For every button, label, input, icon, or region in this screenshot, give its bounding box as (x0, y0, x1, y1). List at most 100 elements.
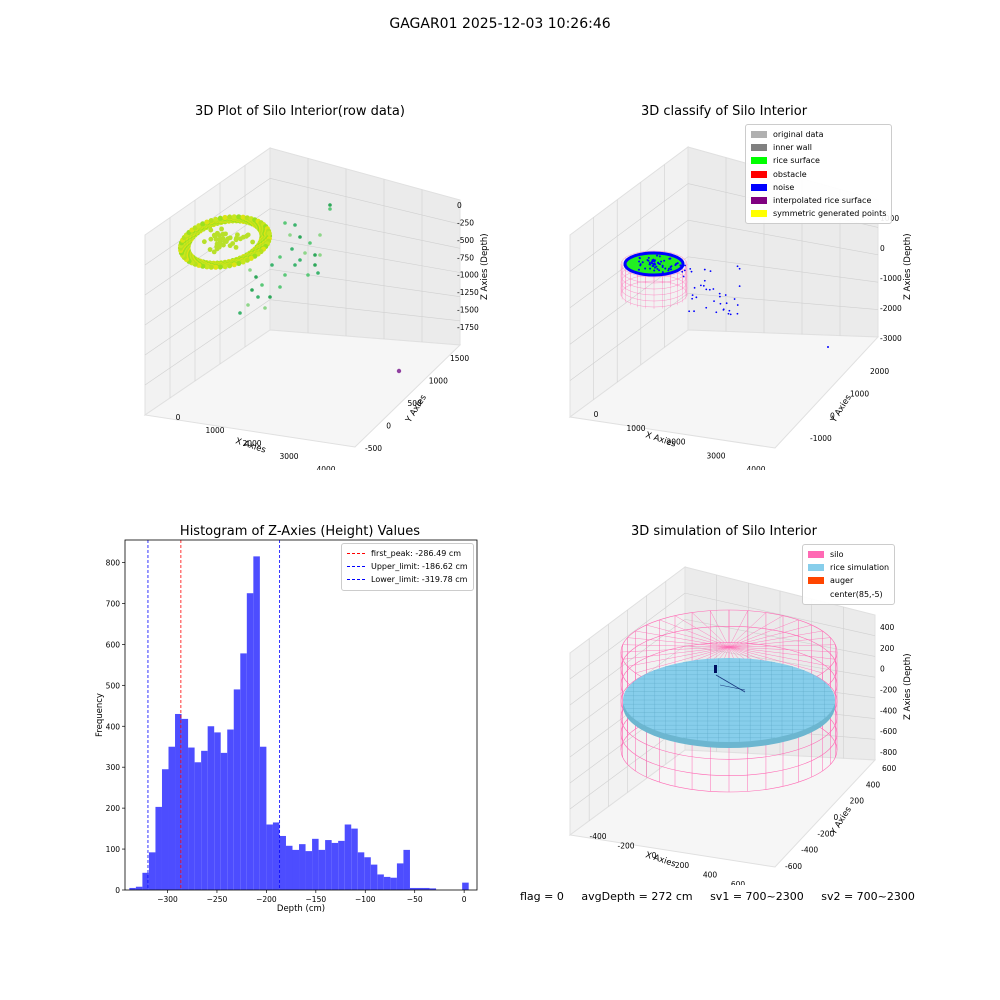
histogram-xtick-3: −150 (306, 895, 327, 904)
histogram-xtick-5: −50 (407, 895, 423, 904)
panel1-ztick-5: -1250 (457, 288, 479, 297)
histogram-bar (409, 887, 417, 890)
legend-swatch (751, 157, 767, 165)
panel2-xtick-4: 4000 (746, 465, 765, 470)
histogram-legend: first_peak: -286.49 cm Upper_limit: -186.… (341, 543, 474, 591)
histogram-bar (220, 752, 228, 890)
status-sv1: sv1 = 700~2300 (710, 890, 804, 903)
histogram-bar (246, 593, 254, 890)
legend-swatch (751, 210, 767, 218)
histogram-bar (305, 851, 313, 890)
histogram-bar (272, 822, 280, 890)
histogram-ytick-2: 200 (106, 804, 121, 813)
histogram-y-ticks: 0 100 200 300 400 500 600 700 800 (106, 559, 125, 895)
panel4-xlabel: X Axies (644, 850, 677, 869)
panel2-legend-item: inner wall (751, 141, 886, 154)
histogram-xtick-0: −300 (157, 895, 178, 904)
legend-label: obstacle (773, 169, 807, 179)
histogram-bar (351, 828, 358, 890)
histogram-bar (383, 876, 391, 890)
histogram-bar (357, 852, 365, 890)
legend-label: silo (830, 550, 844, 560)
legend-label: rice simulation (830, 563, 890, 573)
rice-simulation-surface (623, 658, 835, 748)
histogram-bar (429, 888, 437, 890)
panel2-point-cloud (620, 250, 829, 348)
panel1-y-ticks: -500 0 500 1000 1500 (365, 354, 469, 453)
panel4-ytick-5: 400 (866, 780, 881, 789)
panel2-legend-item: original data (751, 128, 886, 141)
panel2-ztick-4: -3000 (880, 334, 902, 343)
panel1-xtick-4: 4000 (316, 465, 335, 470)
histogram-frame (124, 539, 478, 891)
histogram-threshold-lines (147, 540, 281, 890)
histogram-ytick-3: 300 (106, 763, 121, 772)
panel2-ztick-1: 0 (880, 244, 885, 253)
legend-line-sample (347, 566, 365, 568)
legend-label: auger (830, 576, 854, 586)
panel2-ztick-2: -1000 (880, 274, 902, 283)
panel2-legend-item: obstacle (751, 168, 886, 181)
histogram-bar (142, 872, 149, 890)
panel4-legend-item: rice simulation (808, 561, 889, 574)
histogram-bar (312, 838, 319, 890)
histogram-bar (161, 769, 169, 890)
panel4-x-ticks: -400 -200 0 200 400 600 (589, 832, 745, 885)
panel1-ztick-7: -1750 (457, 323, 479, 332)
legend-line-sample (347, 579, 365, 581)
panel4-ztick-1: 200 (880, 644, 895, 653)
legend-label: inner wall (773, 143, 813, 153)
panel1-ytick-3: 1000 (429, 377, 448, 386)
histogram-xtick-4: −100 (355, 895, 376, 904)
panel1-ytick-2: 500 (408, 399, 423, 408)
histogram-bar (240, 653, 247, 890)
panel4-ytick-2: -200 (817, 829, 834, 838)
histogram-x-ticks: −300 −250 −200 −150 −100 −50 0 (157, 890, 467, 904)
histogram-bar (214, 732, 221, 890)
panel1-ytick-1: 0 (386, 422, 391, 431)
panel4-ylabel: Y Axies (829, 805, 855, 838)
histogram-legend-item: first_peak: -286.49 cm (347, 547, 468, 560)
histogram-bar (423, 887, 430, 890)
legend-line-sample (347, 553, 365, 555)
histogram-bar (233, 689, 241, 890)
panel1-xtick-3: 3000 (279, 452, 298, 461)
histogram-ytick-4: 400 (106, 722, 121, 731)
legend-swatch (808, 577, 824, 585)
legend-label: rice surface (773, 156, 820, 166)
panel4-ztick-6: -800 (880, 748, 897, 757)
status-sv2: sv2 = 700~2300 (821, 890, 915, 903)
histogram-xtick-1: −250 (207, 895, 228, 904)
histogram-ylabel: Frequency (95, 693, 105, 737)
histogram-ytick-5: 500 (106, 681, 121, 690)
histogram-bar (207, 726, 215, 890)
panel4-ztick-0: 400 (880, 623, 895, 632)
histogram-bar (168, 746, 176, 890)
histogram-bar (325, 840, 332, 890)
panel2-ytick-1: 0 (830, 412, 835, 421)
legend-label: interpolated rice surface (773, 196, 872, 206)
histogram-bar (390, 877, 397, 890)
panel1-zlabel: Z Axies (Depth) (480, 233, 490, 300)
histogram-bar (129, 887, 136, 890)
histogram-xtick-6: 0 (462, 895, 467, 904)
panel4-ytick-0: -600 (785, 862, 802, 871)
histogram-ytick-6: 600 (106, 640, 121, 649)
legend-label: Upper_limit: -186.62 cm (371, 562, 468, 572)
panel2-x-ticks: 0 1000 2000 3000 4000 (594, 410, 766, 470)
histogram-bar (292, 849, 300, 890)
legend-swatch (751, 131, 767, 139)
histogram-bar (364, 857, 371, 890)
legend-swatch (751, 170, 767, 178)
panel4-gridlines (569, 575, 876, 821)
panel2-xtick-2: 2000 (666, 438, 685, 447)
histogram-bar (194, 762, 202, 890)
legend-swatch (751, 197, 767, 205)
legend-label: noise (773, 182, 795, 192)
panel4-ztick-2: 0 (880, 665, 885, 674)
panel2-ylabel: Y Axies (829, 393, 855, 426)
histogram-bar (285, 845, 293, 890)
panel2-xlabel: X Axies (644, 430, 677, 449)
